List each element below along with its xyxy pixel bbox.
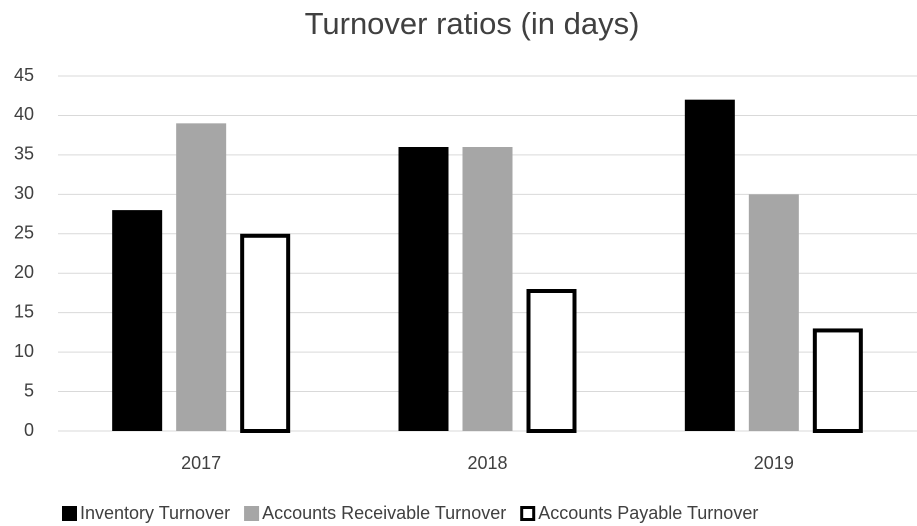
bar [112,210,163,431]
legend-label: Accounts Payable Turnover [538,503,758,523]
legend-swatch [62,506,77,521]
legend-label: Accounts Receivable Turnover [262,503,506,523]
x-tick-label: 2018 [467,453,507,473]
y-tick-label: 30 [14,183,34,203]
bar [398,147,449,431]
x-tick-label: 2019 [754,453,794,473]
y-tick-label: 40 [14,104,34,124]
y-tick-label: 0 [24,420,34,440]
bar [526,289,577,433]
y-tick-label: 20 [14,262,34,282]
y-tick-label: 10 [14,341,34,361]
y-tick-label: 35 [14,144,34,164]
chart-title: Turnover ratios (in days) [305,6,640,41]
y-tick-label: 45 [14,65,34,85]
bar [240,233,291,433]
y-tick-label: 5 [24,380,34,400]
bar [176,123,227,431]
legend-swatch [520,506,536,521]
legend-label: Inventory Turnover [80,503,230,523]
y-tick-label: 25 [14,223,34,243]
bar [462,147,513,431]
bar [812,328,863,434]
legend-swatch [244,506,260,521]
x-tick-label: 2017 [181,453,221,473]
bar [684,99,735,432]
bar [748,194,799,431]
y-tick-label: 15 [14,301,34,321]
